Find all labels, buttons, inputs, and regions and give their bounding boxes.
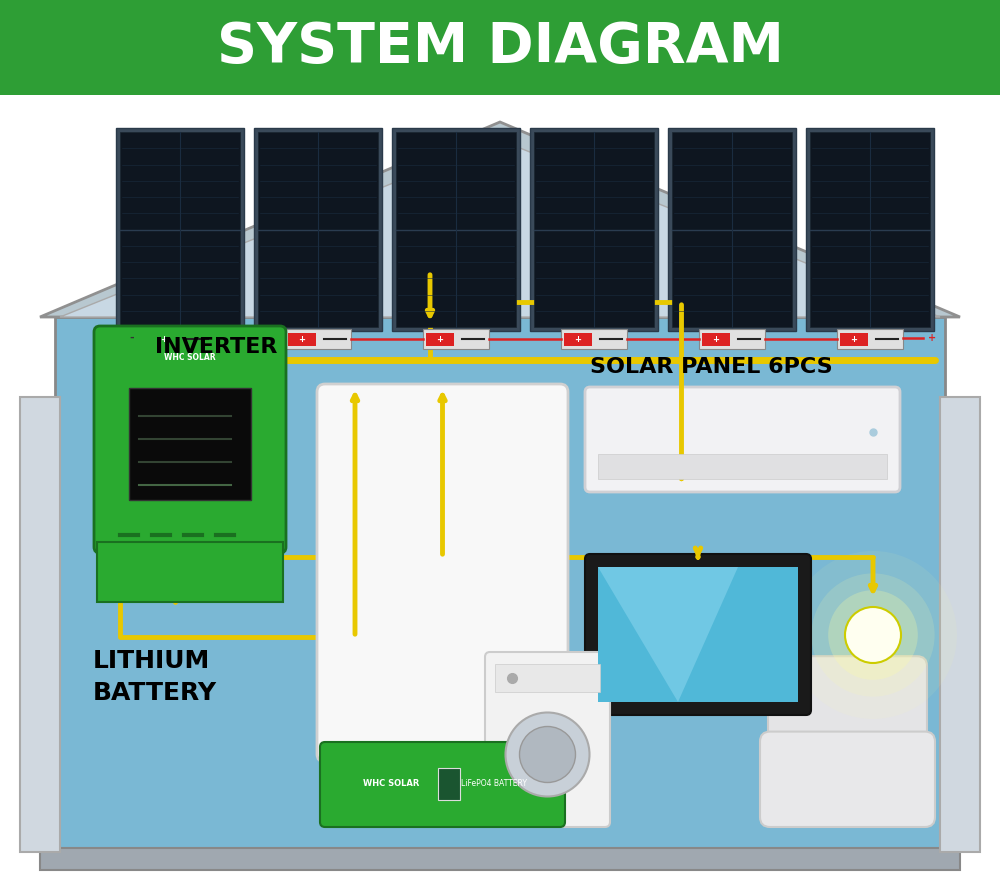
Text: +: + [574, 334, 581, 344]
FancyBboxPatch shape [485, 652, 610, 827]
Bar [438, 768, 460, 800]
Bar [530, 128, 658, 331]
Bar [423, 329, 489, 349]
FancyBboxPatch shape [585, 387, 900, 492]
Bar [288, 332, 316, 346]
Bar [285, 329, 351, 349]
FancyBboxPatch shape [94, 326, 286, 553]
Bar [598, 454, 887, 479]
Text: -: - [130, 333, 134, 343]
Bar [129, 388, 251, 500]
Bar [254, 128, 382, 331]
Bar [840, 332, 868, 346]
FancyBboxPatch shape [768, 656, 927, 766]
Bar [426, 332, 454, 346]
FancyBboxPatch shape [320, 742, 565, 827]
Text: WHC SOLAR: WHC SOLAR [164, 353, 216, 362]
Text: +: + [928, 333, 936, 343]
FancyBboxPatch shape [585, 554, 811, 715]
Bar [672, 132, 792, 327]
Text: WHC SOLAR: WHC SOLAR [363, 780, 419, 788]
Bar [97, 542, 283, 602]
Text: INVERTER: INVERTER [155, 337, 277, 357]
Bar [495, 664, 600, 692]
Bar [940, 397, 980, 852]
Text: +: + [712, 334, 719, 344]
Text: +: + [160, 334, 167, 344]
FancyBboxPatch shape [760, 731, 935, 827]
Bar [147, 329, 213, 349]
Bar [40, 848, 960, 870]
Bar [702, 332, 730, 346]
Bar [258, 132, 378, 327]
Circle shape [811, 574, 935, 696]
Polygon shape [598, 567, 738, 702]
Bar [806, 128, 934, 331]
Text: LITHIUM
BATTERY: LITHIUM BATTERY [93, 649, 217, 705]
Bar [534, 132, 654, 327]
Text: +: + [298, 334, 305, 344]
Bar [120, 132, 240, 327]
Text: +: + [850, 334, 857, 344]
Bar [396, 132, 516, 327]
Circle shape [520, 726, 576, 782]
Bar [116, 128, 244, 331]
Bar [699, 329, 765, 349]
Circle shape [789, 551, 957, 719]
Bar [150, 332, 178, 346]
Text: SYSTEM DIAGRAM: SYSTEM DIAGRAM [217, 20, 783, 75]
Text: LiFePO4 BATTERY: LiFePO4 BATTERY [461, 780, 527, 788]
Bar [561, 329, 627, 349]
Bar [0, 0, 1000, 95]
Bar [668, 128, 796, 331]
Circle shape [506, 712, 590, 796]
Polygon shape [40, 122, 960, 317]
Bar [392, 128, 520, 331]
Bar [810, 132, 930, 327]
Text: +: + [436, 334, 443, 344]
FancyBboxPatch shape [317, 384, 568, 762]
Bar [837, 329, 903, 349]
Circle shape [845, 607, 901, 663]
Bar [20, 397, 60, 852]
Polygon shape [60, 140, 940, 317]
Circle shape [828, 590, 918, 680]
Bar [564, 332, 592, 346]
Text: SOLAR PANEL 6PCS: SOLAR PANEL 6PCS [590, 357, 833, 377]
Bar [598, 567, 798, 702]
Bar [55, 317, 945, 852]
